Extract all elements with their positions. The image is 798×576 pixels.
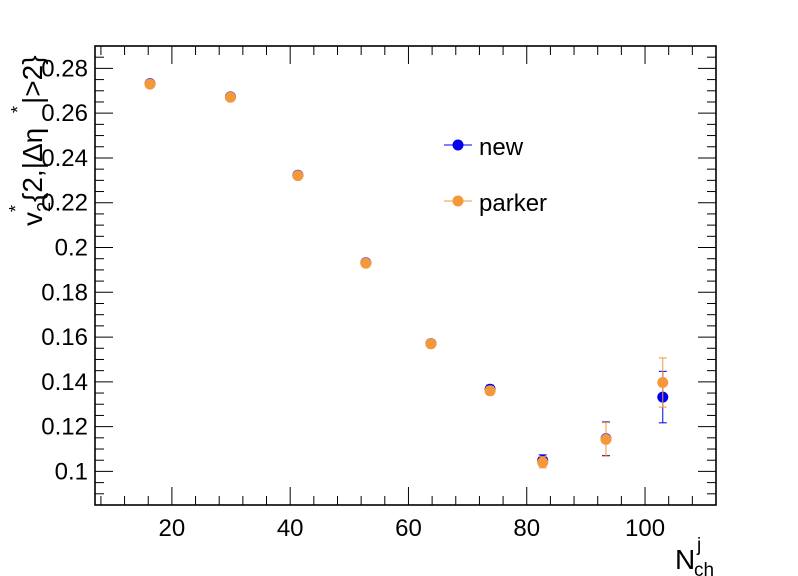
x-tick-label: 100 [625,515,665,542]
y-tick-label: 0.1 [55,458,88,485]
y-axis-label-body: {2,|Δη [17,128,48,202]
plot-frame [94,45,717,506]
legend-label: parker [479,190,547,217]
legend-marker [452,195,464,207]
legend-label: new [479,134,524,161]
y-tick-label: 0.12 [41,414,88,441]
data-point-parker [292,170,304,182]
x-tick-label: 20 [159,515,186,542]
legend-entry-new: new [444,134,524,161]
x-axis-label-sup: j [696,535,701,556]
y-axis-label-star: * [6,205,26,212]
x-axis-label: N j ch [675,535,714,576]
x-tick-label: 60 [395,515,422,542]
data-point-parker [600,433,612,445]
legend: new parker [444,134,547,217]
x-axis-label-main: N [675,544,695,575]
y-tick-label: 0.28 [41,55,88,82]
data-point-parker [360,257,372,269]
y-tick-label: 0.24 [41,145,88,172]
y-tick-label: 0.16 [41,324,88,351]
y-axis-label-sub: 2 [34,202,54,212]
y-axis-label-end: |>2} [17,55,48,104]
data-point-parker [425,338,437,350]
data-points [144,78,669,469]
x-tick-label: 40 [277,515,304,542]
data-point-parker [657,377,669,389]
legend-entry-parker: parker [444,190,547,217]
y-axis-label-v: v [17,212,48,226]
axes: 20 40 60 80 100 0.1 0.12 0.14 0.16 0.18 0.2 0.22 0.2… [41,45,717,542]
data-point-parker [484,385,496,397]
series-parker [144,78,669,469]
y-tick-label: 0.14 [41,369,88,396]
y-tick-label: 0.18 [41,279,88,306]
x-axis-label-sub: ch [694,560,714,576]
y-tick-label: 0.22 [41,190,88,217]
legend-marker [452,139,464,151]
data-point-parker [144,78,156,90]
x-tick-label: 80 [513,515,540,542]
y-axis-label: v 2 * {2,|Δη * |>2} [6,55,54,226]
y-tick-label: 0.26 [41,100,88,127]
data-point-parker [537,456,549,468]
data-point-parker [224,91,236,103]
y-axis-label-star2: * [8,106,28,113]
y-tick-label: 0.2 [55,235,88,262]
